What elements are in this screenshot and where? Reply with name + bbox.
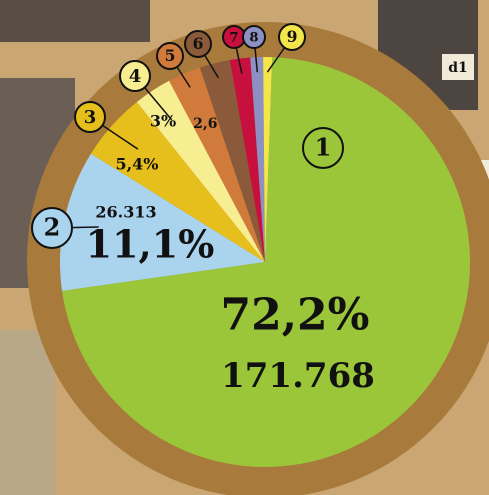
photo — [0, 0, 150, 42]
value-label: 3% — [150, 112, 176, 131]
badge-label: 6 — [193, 34, 204, 53]
value-label: 72,2% — [221, 290, 370, 341]
count-label: 26.313 — [95, 203, 156, 222]
count-label: 171.768 — [221, 356, 375, 396]
badge-label: 7 — [229, 31, 238, 46]
value-label: 5,4% — [115, 155, 158, 174]
badge-label: 2 — [44, 213, 61, 242]
badge-label: 8 — [249, 31, 258, 46]
annotation: d1 — [448, 60, 468, 76]
chart: K d1 172,2%171.768211,1%26.31335,4%43%52… — [0, 0, 489, 495]
badge-label: 3 — [84, 107, 97, 128]
badge-label: 1 — [315, 133, 332, 162]
value-label: 11,1% — [86, 222, 215, 267]
badge-label: 4 — [129, 66, 142, 87]
badge-label: 5 — [165, 46, 176, 65]
badge-label: 9 — [287, 27, 298, 46]
